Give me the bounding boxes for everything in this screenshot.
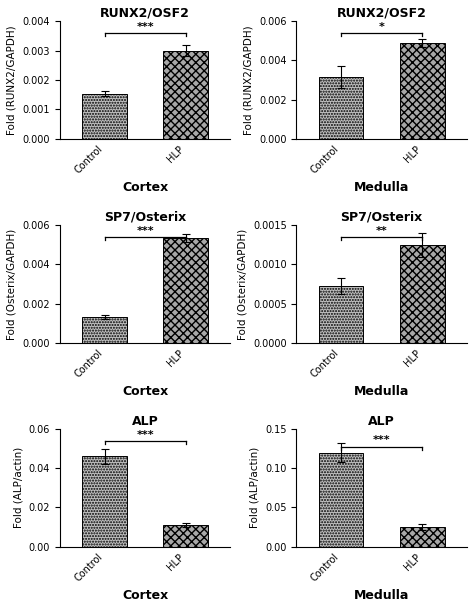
Title: RUNX2/OSF2: RUNX2/OSF2 [337, 7, 427, 20]
Y-axis label: Fold (ALP/actin): Fold (ALP/actin) [13, 447, 23, 529]
Y-axis label: Fold (Osterix/GAPDH): Fold (Osterix/GAPDH) [7, 228, 17, 340]
Text: ***: *** [137, 22, 154, 32]
Y-axis label: Fold (RUNX2/GAPDH): Fold (RUNX2/GAPDH) [7, 25, 17, 135]
Bar [164, 238, 208, 343]
Title: SP7/Osterix: SP7/Osterix [341, 211, 423, 224]
Bar [82, 317, 127, 343]
X-axis label: Cortex: Cortex [122, 385, 168, 398]
X-axis label: Cortex: Cortex [122, 181, 168, 194]
Text: ***: *** [373, 435, 391, 445]
Y-axis label: Fold (RUNX2/GAPDH): Fold (RUNX2/GAPDH) [244, 25, 254, 135]
Bar [82, 94, 127, 139]
Bar [82, 456, 127, 547]
Title: SP7/Osterix: SP7/Osterix [104, 211, 186, 224]
Bar [400, 43, 445, 139]
Title: RUNX2/OSF2: RUNX2/OSF2 [100, 7, 190, 20]
Bar [319, 286, 364, 343]
Text: ***: *** [137, 226, 154, 236]
Title: ALP: ALP [132, 415, 158, 428]
Text: ***: *** [137, 429, 154, 440]
Title: ALP: ALP [368, 415, 395, 428]
Bar [319, 77, 364, 139]
Bar [164, 51, 208, 139]
X-axis label: Medulla: Medulla [354, 589, 410, 602]
Y-axis label: Fold (Osterix/GAPDH): Fold (Osterix/GAPDH) [237, 228, 247, 340]
X-axis label: Cortex: Cortex [122, 589, 168, 602]
X-axis label: Medulla: Medulla [354, 181, 410, 194]
Bar [400, 245, 445, 343]
Bar [319, 452, 364, 547]
X-axis label: Medulla: Medulla [354, 385, 410, 398]
Bar [400, 527, 445, 547]
Text: **: ** [376, 226, 388, 236]
Text: *: * [379, 22, 385, 32]
Y-axis label: Fold (ALP/actin): Fold (ALP/actin) [250, 447, 260, 529]
Bar [164, 525, 208, 547]
